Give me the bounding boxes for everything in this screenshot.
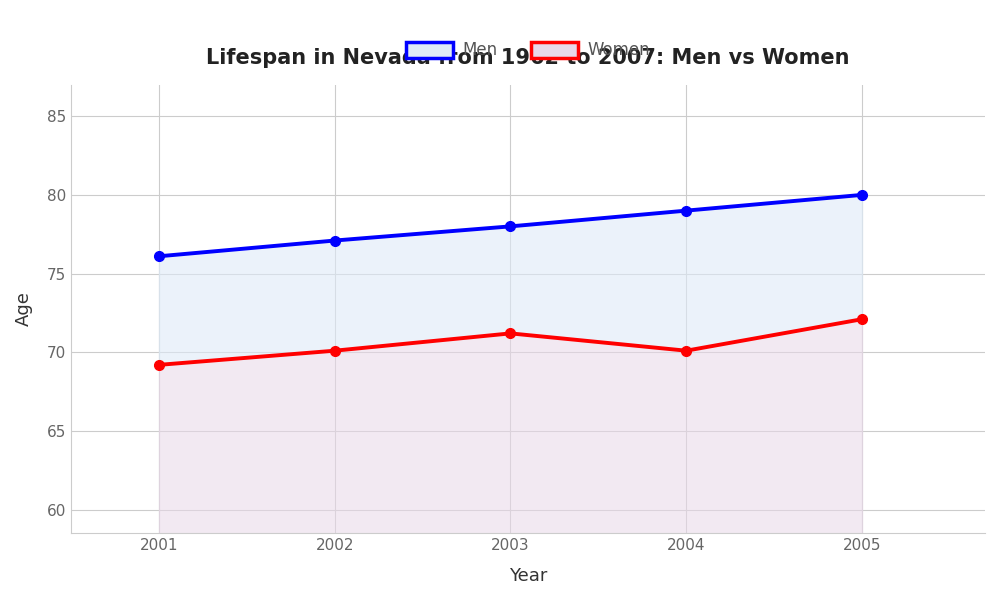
X-axis label: Year: Year: [509, 567, 547, 585]
Title: Lifespan in Nevada from 1962 to 2007: Men vs Women: Lifespan in Nevada from 1962 to 2007: Me…: [206, 48, 850, 68]
Legend: Men, Women: Men, Women: [399, 35, 657, 66]
Y-axis label: Age: Age: [15, 292, 33, 326]
